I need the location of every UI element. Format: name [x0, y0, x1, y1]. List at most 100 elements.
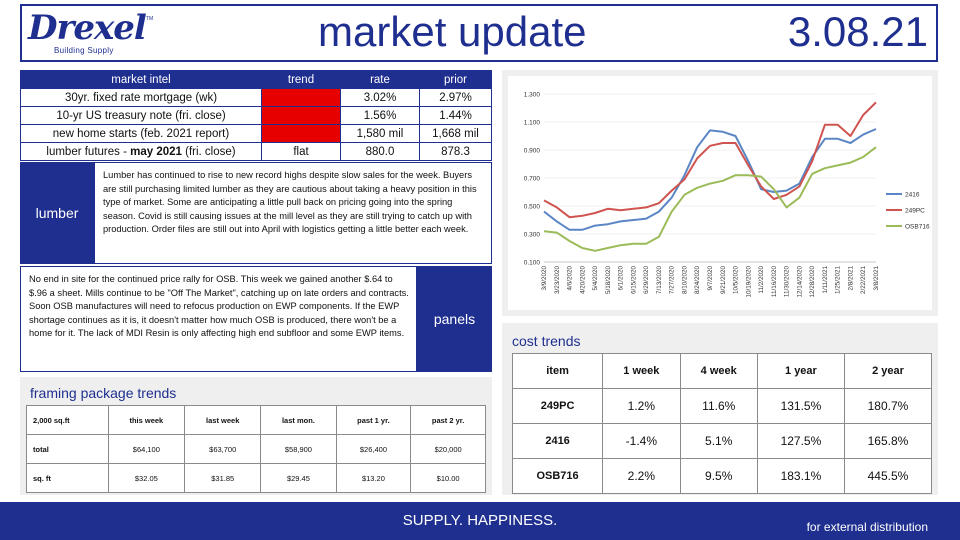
table-cell: 445.5%	[843, 458, 933, 494]
table-cell: 127.5%	[756, 423, 845, 459]
x-tick-label: 5/18/2020	[605, 266, 612, 295]
rate-cell: 1.56%	[340, 106, 420, 125]
row-label: total	[26, 434, 109, 464]
x-tick-label: 5/4/2020	[592, 266, 599, 291]
rate-cell: 3.02%	[340, 88, 420, 107]
table-cell: 2.2%	[602, 458, 681, 494]
header-cell: prior	[419, 70, 492, 89]
table-row: new home starts (feb. 2021 report) down …	[20, 124, 492, 143]
table-cell: $58,900	[260, 434, 337, 464]
table-row: 249PC 1.2% 11.6% 131.5% 180.7%	[511, 388, 933, 424]
x-tick-label: 4/20/2020	[579, 266, 586, 295]
x-tick-label: 8/10/2020	[681, 266, 688, 295]
x-tick-label: 11/30/2020	[784, 266, 791, 298]
trend-cell: up	[261, 106, 341, 125]
table-cell: 165.8%	[843, 423, 933, 459]
header-cell: 4 week	[679, 353, 758, 389]
table-row: 10-yr US treasury note (fri. close) up 1…	[20, 106, 492, 125]
header-cell: trend	[261, 70, 341, 89]
table-header-row: market intel trend rate prior	[20, 70, 492, 89]
trend-cell: up	[261, 88, 341, 107]
trend-cell: down	[261, 124, 341, 143]
table-cell: $32.05	[107, 463, 186, 493]
table-cell: 1.2%	[602, 388, 681, 424]
x-tick-label: 12/28/2020	[809, 266, 816, 298]
cost-trends-table: item 1 week 4 week 1 year 2 year 249PC 1…	[511, 353, 933, 494]
table-row: 30yr. fixed rate mortgage (wk) up 3.02% …	[20, 88, 492, 107]
table-cell: $31.85	[184, 463, 262, 493]
header-cell: market intel	[20, 70, 262, 89]
table-cell: 131.5%	[756, 388, 845, 424]
table-cell: 9.5%	[679, 458, 758, 494]
table-cell: 11.6%	[679, 388, 758, 424]
series-line-osb716	[543, 146, 877, 252]
x-tick-label: 9/21/2020	[720, 266, 727, 295]
report-date: 3.08.21	[787, 8, 928, 55]
x-tick-label: 11/2/2020	[758, 266, 765, 294]
footer-bar: SUPPLY. HAPPINESS. for external distribu…	[0, 502, 960, 540]
table-header-row: 2,000 sq.ft this week last week last mon…	[26, 405, 486, 435]
table-cell: $26,400	[335, 434, 412, 464]
row-label: sq. ft	[26, 463, 109, 493]
indicator-label: 30yr. fixed rate mortgage (wk)	[20, 88, 262, 107]
x-tick-label: 2/22/2021	[860, 266, 867, 295]
x-tick-label: 1/11/2021	[822, 266, 829, 294]
rate-cell: 1,580 mil	[340, 124, 420, 143]
panels-section-label: panels	[417, 266, 492, 372]
table-row: 2416 -1.4% 5.1% 127.5% 165.8%	[511, 423, 933, 459]
distribution-note: for external distribution	[806, 520, 928, 534]
framing-package-panel: framing package trends 2,000 sq.ft this …	[20, 377, 492, 495]
rate-cell: 880.0	[340, 142, 420, 161]
legend-label: OSB716	[905, 224, 930, 231]
label-part: (fri. close)	[181, 145, 236, 158]
series-line-249pc	[543, 101, 877, 219]
header-cell: 1 week	[602, 353, 681, 389]
cost-trends-panel: cost trends item 1 week 4 week 1 year 2 …	[502, 323, 938, 495]
logo-wordmark: Drexel	[28, 8, 147, 48]
prior-cell: 2.97%	[419, 88, 492, 107]
footer-tagline: SUPPLY. HAPPINESS.	[402, 512, 558, 529]
prior-cell: 1.44%	[419, 106, 492, 125]
table-row: lumber futures - may 2021 (fri. close) f…	[20, 142, 492, 161]
x-tick-label: 2/8/2021	[847, 266, 854, 291]
x-tick-label: 3/9/2020	[541, 266, 548, 291]
table-cell: $64,100	[107, 434, 186, 464]
item-label: OSB716	[511, 458, 604, 494]
cost-trends-title: cost trends	[512, 333, 581, 349]
table-cell: $29.45	[260, 463, 337, 493]
x-tick-label: 7/27/2020	[669, 266, 676, 295]
prior-cell: 1,668 mil	[419, 124, 492, 143]
price-line-chart: 0.100 0.300 0.500 0.700 0.900 1.100 1.300 3/9/2…	[508, 76, 932, 310]
header-cell: last mon.	[260, 405, 337, 435]
table-cell: $20,000	[410, 434, 486, 464]
logo-subtitle: Building Supply	[54, 46, 114, 55]
label-bold-part: may 2021	[130, 145, 182, 158]
lumber-commentary: Lumber has continued to rise to new reco…	[94, 162, 492, 264]
table-header-row: item 1 week 4 week 1 year 2 year	[511, 353, 933, 389]
table-row: OSB716 2.2% 9.5% 183.1% 445.5%	[511, 458, 933, 494]
y-tick-label: 1.300	[524, 92, 541, 99]
y-tick-label: 0.500	[524, 204, 541, 211]
table-cell: $13.20	[335, 463, 412, 493]
header-cell: item	[511, 353, 604, 389]
x-tick-label: 7/13/2020	[656, 266, 663, 295]
framing-title: framing package trends	[30, 385, 177, 401]
framing-table: 2,000 sq.ft this week last week last mon…	[26, 405, 486, 493]
y-tick-label: 0.700	[524, 176, 541, 183]
x-tick-label: 11/16/2020	[771, 266, 778, 298]
header-cell: past 2 yr.	[410, 405, 486, 435]
header-banner: Drexel TM Building Supply market update …	[20, 4, 938, 62]
lumber-section-label: lumber	[20, 162, 94, 264]
table-cell: 5.1%	[679, 423, 758, 459]
x-tick-label: 6/15/2020	[630, 266, 637, 295]
x-tick-label: 10/19/2020	[745, 266, 752, 298]
table-cell: $63,700	[184, 434, 262, 464]
legend-label: 249PC	[905, 208, 925, 215]
y-tick-label: 0.900	[524, 148, 541, 155]
x-tick-label: 9/7/2020	[707, 266, 714, 291]
header-cell: last week	[184, 405, 262, 435]
indicator-label: new home starts (feb. 2021 report)	[20, 124, 262, 143]
x-tick-label: 3/23/2020	[554, 266, 561, 295]
indicator-label: lumber futures - may 2021 (fri. close)	[20, 142, 262, 161]
trend-cell: flat	[261, 142, 341, 161]
